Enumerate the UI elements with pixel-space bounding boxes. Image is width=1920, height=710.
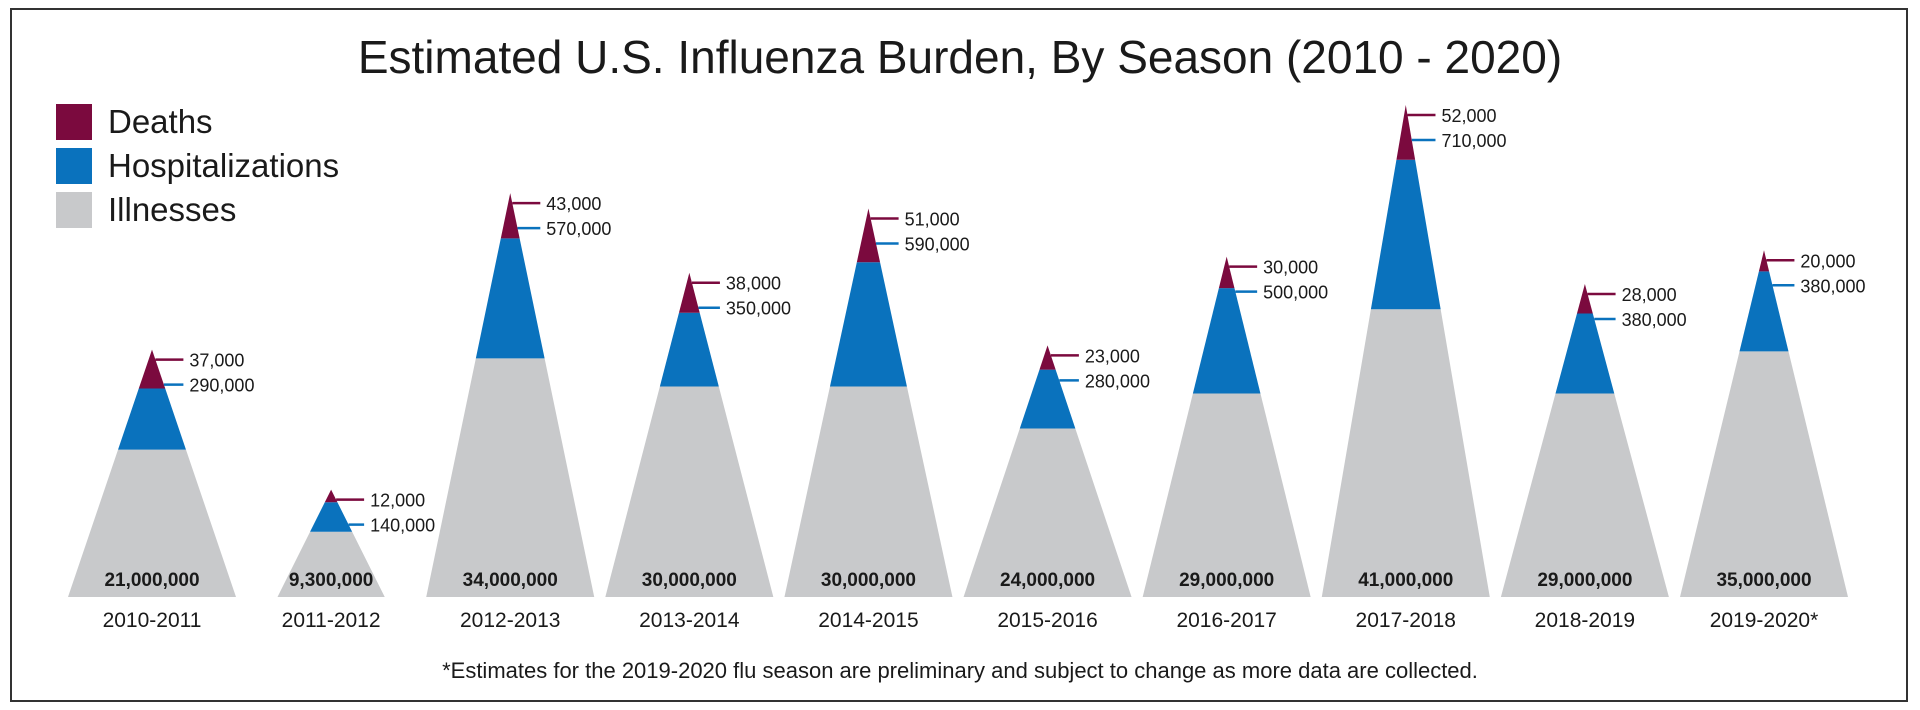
hospitalization-area-4 [829, 262, 907, 387]
illness-area-8 [1500, 393, 1669, 597]
death-label-4: 51,000 [905, 210, 960, 230]
death-area-1 [324, 489, 338, 503]
hospitalization-label-4: 590,000 [905, 235, 970, 255]
legend-swatch-hospitalizations [56, 148, 92, 184]
illness-label-9: 35,000,000 [1716, 570, 1811, 591]
illness-label-0: 21,000,000 [104, 570, 199, 591]
illness-area-6 [1142, 393, 1311, 597]
hospitalization-area-7 [1370, 159, 1441, 310]
legend-label-deaths: Deaths [108, 103, 213, 140]
illness-area-5 [963, 428, 1132, 597]
illness-label-4: 30,000,000 [821, 570, 916, 591]
chart-title: Estimated U.S. Influenza Burden, By Seas… [357, 31, 1563, 83]
death-label-2: 43,000 [546, 194, 601, 214]
illness-label-6: 29,000,000 [1179, 570, 1274, 591]
death-area-3 [678, 272, 700, 313]
illness-area-1 [277, 531, 385, 597]
illness-area-4 [784, 386, 953, 597]
illness-area-3 [605, 386, 774, 597]
illness-area-0 [68, 449, 236, 597]
hospitalization-label-1: 140,000 [370, 516, 435, 536]
illness-area-7 [1321, 309, 1490, 597]
hospitalization-label-0: 290,000 [189, 376, 254, 396]
hospitalization-label-7: 710,000 [1441, 131, 1506, 151]
death-area-0 [138, 349, 166, 389]
illness-label-3: 30,000,000 [642, 570, 737, 591]
category-label-2: 2012-2013 [460, 609, 560, 632]
illness-label-7: 41,000,000 [1358, 570, 1453, 591]
chart-frame [10, 8, 1908, 702]
hospitalization-area-0 [118, 388, 186, 450]
illness-label-2: 34,000,000 [463, 570, 558, 591]
illness-area-2 [426, 358, 595, 597]
death-label-1: 12,000 [370, 491, 425, 511]
hospitalization-label-9: 380,000 [1800, 276, 1865, 296]
death-label-5: 23,000 [1085, 346, 1140, 366]
death-label-0: 37,000 [189, 351, 244, 371]
death-area-2 [500, 193, 520, 239]
death-area-8 [1576, 283, 1593, 314]
hospitalization-area-9 [1739, 271, 1789, 352]
hospitalization-area-1 [310, 502, 353, 532]
category-label-7: 2017-2018 [1356, 609, 1456, 632]
illness-area-9 [1680, 351, 1848, 597]
illness-label-5: 24,000,000 [1000, 570, 1095, 591]
legend-swatch-deaths [56, 104, 92, 140]
death-label-3: 38,000 [726, 274, 781, 294]
hospitalization-label-8: 380,000 [1622, 310, 1687, 330]
category-label-6: 2016-2017 [1176, 609, 1276, 632]
category-label-9: 2019-2020* [1710, 609, 1819, 632]
hospitalization-label-5: 280,000 [1085, 371, 1150, 391]
death-area-5 [1039, 345, 1056, 370]
legend-swatch-illnesses [56, 192, 92, 228]
hospitalization-area-3 [659, 312, 719, 387]
hospitalization-label-2: 570,000 [546, 219, 611, 239]
category-label-4: 2014-2015 [818, 609, 918, 632]
category-label-1: 2011-2012 [282, 609, 381, 632]
death-area-7 [1396, 105, 1416, 160]
legend-label-illnesses: Illnesses [108, 191, 237, 228]
footnote: *Estimates for the 2019-2020 flu season … [442, 658, 1478, 683]
category-label-8: 2018-2019 [1535, 609, 1635, 632]
death-label-8: 28,000 [1622, 285, 1677, 305]
death-area-4 [856, 208, 881, 263]
hospitalization-area-2 [475, 238, 545, 359]
hospitalization-label-3: 350,000 [726, 299, 791, 319]
illness-label-8: 29,000,000 [1537, 570, 1632, 591]
death-area-9 [1758, 250, 1770, 272]
category-label-3: 2013-2014 [639, 609, 740, 632]
death-label-9: 20,000 [1800, 251, 1855, 271]
category-label-0: 2010-2011 [103, 609, 202, 632]
death-area-6 [1218, 256, 1235, 289]
legend-label-hospitalizations: Hospitalizations [108, 147, 340, 184]
category-label-5: 2015-2016 [997, 609, 1097, 632]
hospitalization-area-8 [1555, 313, 1615, 394]
hospitalization-label-6: 500,000 [1263, 283, 1328, 303]
illness-label-1: 9,300,000 [289, 570, 374, 591]
hospitalization-area-5 [1019, 369, 1076, 429]
hospitalization-area-6 [1192, 288, 1261, 394]
death-label-6: 30,000 [1263, 258, 1318, 278]
death-label-7: 52,000 [1441, 106, 1496, 126]
